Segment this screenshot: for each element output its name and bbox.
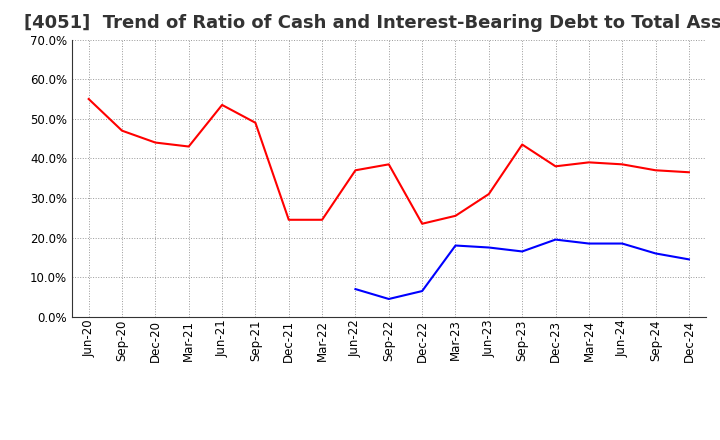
Cash [518, 142, 526, 147]
Interest-Bearing Debt [652, 251, 660, 256]
Cash [451, 213, 460, 218]
Interest-Bearing Debt [552, 237, 560, 242]
Cash [84, 96, 93, 102]
Line: Interest-Bearing Debt: Interest-Bearing Debt [356, 239, 689, 299]
Title: [4051]  Trend of Ratio of Cash and Interest-Bearing Debt to Total Assets: [4051] Trend of Ratio of Cash and Intere… [24, 15, 720, 33]
Interest-Bearing Debt [384, 297, 393, 302]
Interest-Bearing Debt [485, 245, 493, 250]
Cash [685, 169, 693, 175]
Interest-Bearing Debt [585, 241, 593, 246]
Cash [251, 120, 260, 125]
Interest-Bearing Debt [518, 249, 526, 254]
Cash [418, 221, 426, 226]
Cash [552, 164, 560, 169]
Cash [217, 102, 226, 107]
Cash [585, 160, 593, 165]
Cash [117, 128, 126, 133]
Interest-Bearing Debt [685, 257, 693, 262]
Cash [485, 191, 493, 197]
Cash [351, 168, 360, 173]
Line: Cash: Cash [89, 99, 689, 224]
Interest-Bearing Debt [618, 241, 626, 246]
Cash [318, 217, 326, 222]
Cash [284, 217, 293, 222]
Interest-Bearing Debt [418, 289, 426, 294]
Interest-Bearing Debt [351, 286, 360, 292]
Cash [384, 161, 393, 167]
Cash [618, 161, 626, 167]
Interest-Bearing Debt [451, 243, 460, 248]
Cash [151, 140, 160, 145]
Cash [184, 144, 193, 149]
Cash [652, 168, 660, 173]
